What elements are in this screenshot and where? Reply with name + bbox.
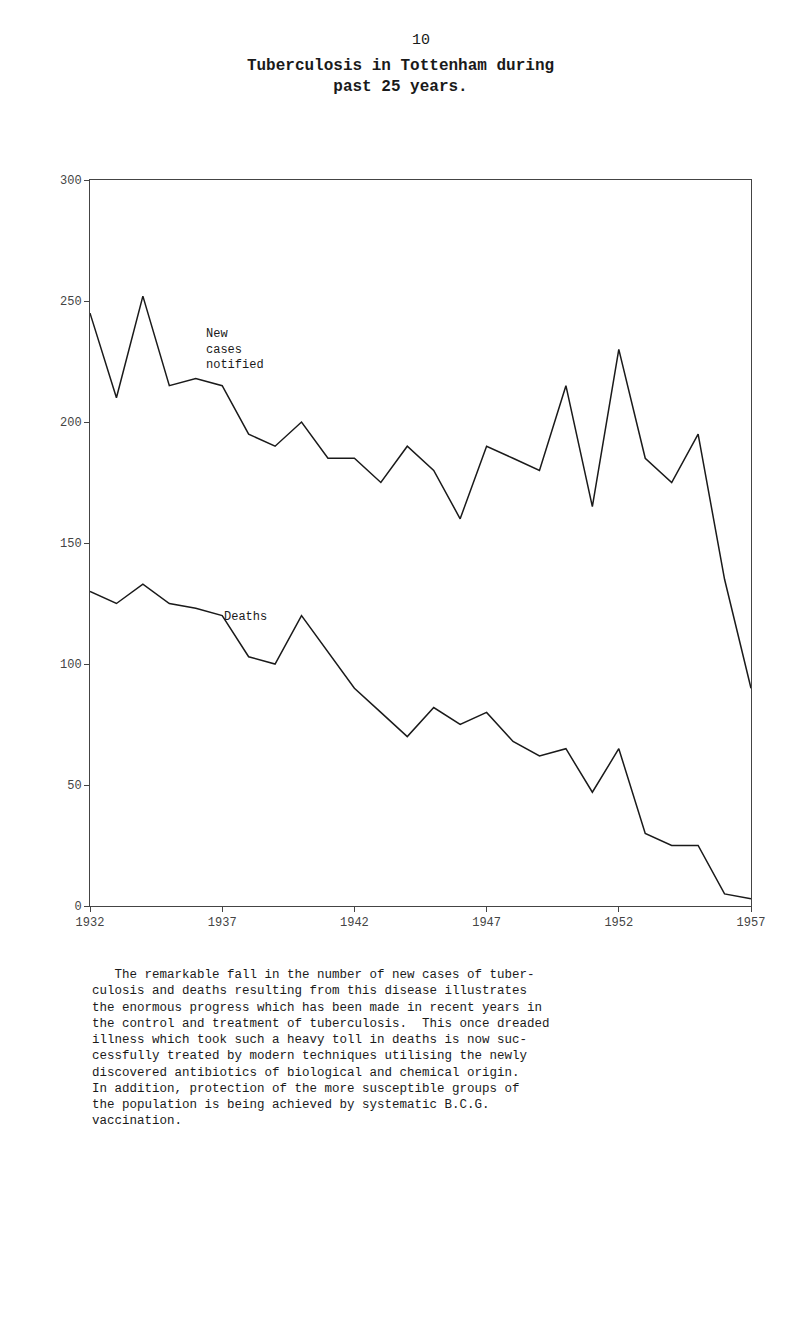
svg-text:1957: 1957 xyxy=(737,916,766,930)
svg-text:Newcasesnotified: Newcasesnotified xyxy=(206,327,264,372)
svg-text:50: 50 xyxy=(67,779,81,793)
svg-text:0: 0 xyxy=(74,900,81,914)
svg-text:Tuberculosis in Tottenham duri: Tuberculosis in Tottenham duringpast 25 … xyxy=(247,57,554,96)
svg-text:1947: 1947 xyxy=(472,916,501,930)
svg-text:Deaths: Deaths xyxy=(224,610,267,624)
svg-text:10: 10 xyxy=(412,32,430,49)
svg-text:150: 150 xyxy=(60,537,82,551)
svg-text:1932: 1932 xyxy=(76,916,105,930)
svg-text:1937: 1937 xyxy=(208,916,237,930)
svg-text:1952: 1952 xyxy=(604,916,633,930)
svg-text:100: 100 xyxy=(60,658,82,672)
svg-text:1942: 1942 xyxy=(340,916,369,930)
svg-text:300: 300 xyxy=(60,174,82,188)
svg-text:250: 250 xyxy=(60,295,82,309)
svg-text:200: 200 xyxy=(60,416,82,430)
svg-text:The remarkable fall in the num: The remarkable fall in the number of new… xyxy=(92,968,550,1128)
